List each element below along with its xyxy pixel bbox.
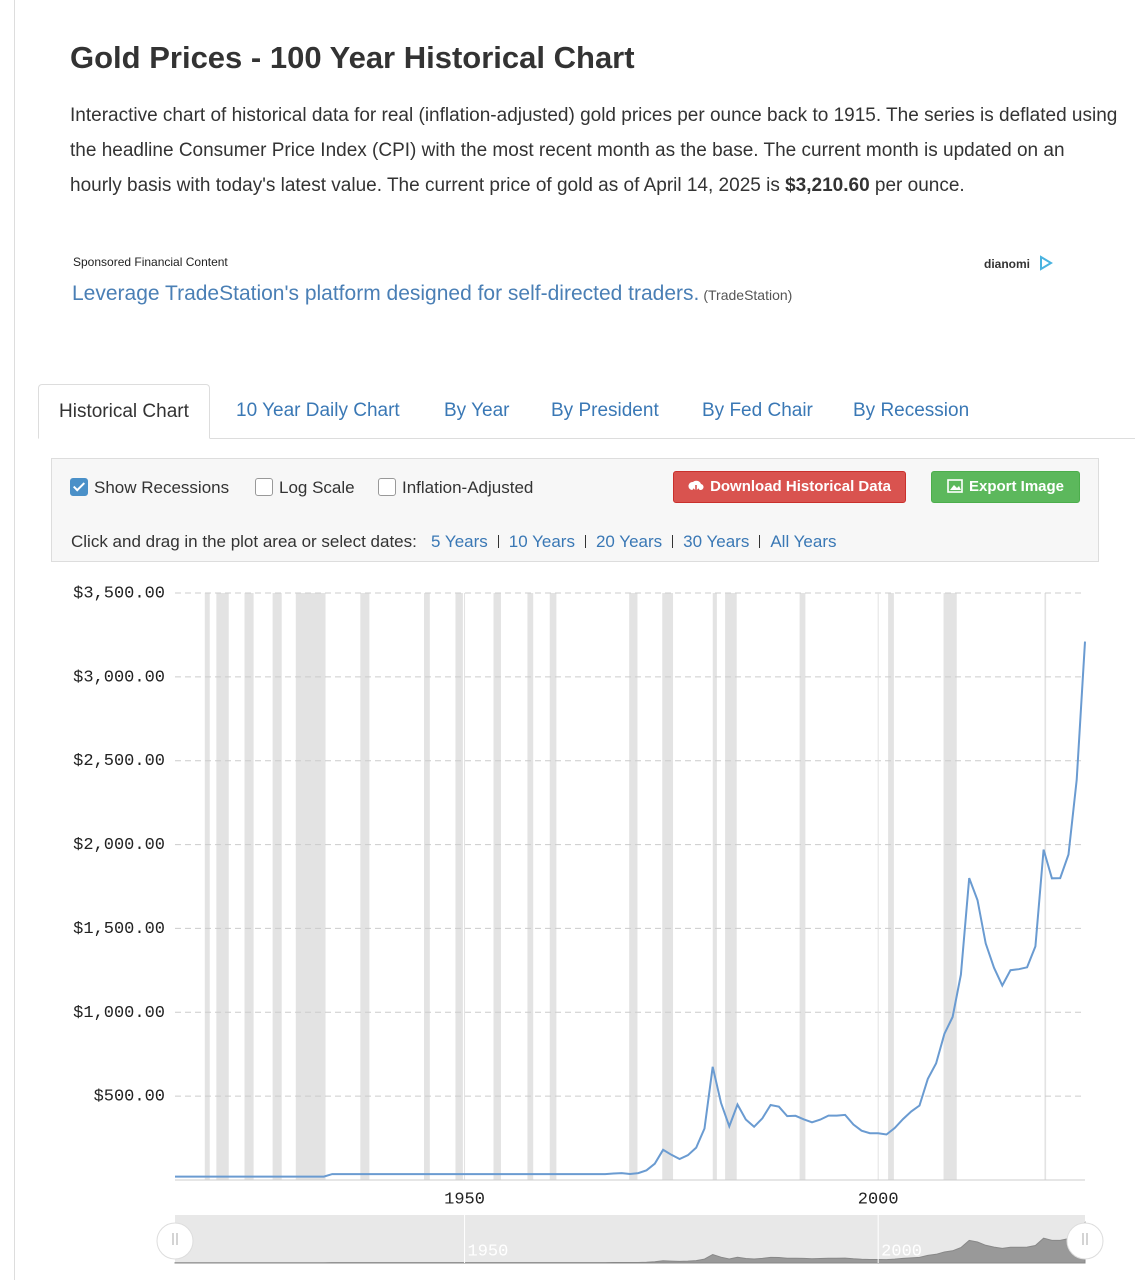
navigator-handle[interactable] xyxy=(156,1222,194,1260)
range-separator xyxy=(497,535,499,548)
recession-band xyxy=(424,593,430,1180)
current-price: $3,210.60 xyxy=(785,175,870,196)
tab[interactable]: By Year xyxy=(444,400,510,421)
control-panel: Download Historical Data Export Image Cl… xyxy=(51,458,1099,562)
recession-band xyxy=(216,593,229,1180)
tab[interactable]: Historical Chart xyxy=(38,384,210,439)
recession-band xyxy=(888,593,894,1180)
image-icon xyxy=(947,479,963,493)
tab[interactable]: By Fed Chair xyxy=(702,400,813,421)
sponsored-label: Sponsored Financial Content xyxy=(73,255,228,269)
export-button[interactable]: Export Image xyxy=(931,471,1080,503)
checkbox[interactable] xyxy=(255,478,273,496)
range-selector: Click and drag in the plot area or selec… xyxy=(71,532,837,552)
range-prompt: Click and drag in the plot area or selec… xyxy=(71,532,417,551)
cloud-icon xyxy=(688,480,704,494)
range-separator xyxy=(759,535,761,548)
navigator-handle-grip[interactable] xyxy=(1082,1233,1088,1245)
tab[interactable]: By Recession xyxy=(853,400,970,421)
chart: $500.00 $1,000.00 $1,500.00 $2,000.00 $2,500… xyxy=(73,584,1104,1264)
navigator-handle-grip[interactable] xyxy=(172,1233,178,1245)
recession-band xyxy=(455,593,463,1180)
recession-band xyxy=(272,593,282,1180)
tab[interactable]: 10 Year Daily Chart xyxy=(236,400,400,421)
range-link[interactable]: 20 Years xyxy=(595,532,663,551)
x-tick-label: 2000 xyxy=(858,1190,899,1209)
price-line xyxy=(175,641,1086,1178)
option-checkbox[interactable]: Log Scale xyxy=(255,478,355,498)
navigator-tick-label: 2000 xyxy=(881,1242,922,1261)
page-title: Gold Prices - 100 Year Historical Chart xyxy=(70,40,635,75)
recession-band xyxy=(712,593,717,1180)
download-button[interactable]: Download Historical Data xyxy=(673,471,906,503)
recession-band xyxy=(244,593,254,1180)
x-tick-label: 1950 xyxy=(444,1190,485,1209)
recession-band xyxy=(360,593,370,1180)
page-edge xyxy=(14,0,15,1280)
ad-source: (TradeStation) xyxy=(703,287,793,303)
ad-icon xyxy=(1040,255,1053,271)
range-link[interactable]: All Years xyxy=(770,532,837,551)
export-label[interactable]: Export Image xyxy=(968,478,1065,495)
y-tick-label: $500.00 xyxy=(94,1088,165,1107)
option-checkbox[interactable]: Show Recessions xyxy=(70,478,229,498)
recession-band xyxy=(662,593,674,1180)
ad-provider-name: dianomi xyxy=(984,257,1031,271)
description-text: per ounce. xyxy=(874,175,965,196)
y-tick-label: $1,500.00 xyxy=(73,920,165,939)
recession-band xyxy=(549,593,557,1180)
option-label[interactable]: Inflation-Adjusted xyxy=(402,478,534,497)
y-tick-label: $3,500.00 xyxy=(73,584,165,603)
range-separator xyxy=(672,535,674,548)
y-tick-label: $2,500.00 xyxy=(73,752,165,771)
range-link[interactable]: 30 Years xyxy=(683,532,750,551)
ad-provider: dianomi xyxy=(984,255,1053,271)
navigator-tick-label: 1950 xyxy=(468,1242,509,1261)
option-label[interactable]: Log Scale xyxy=(279,478,355,497)
download-label[interactable]: Download Historical Data xyxy=(710,478,891,495)
recession-band xyxy=(943,593,957,1180)
ad-link[interactable]: Leverage TradeStation's platform designe… xyxy=(72,282,792,306)
y-tick-label: $1,000.00 xyxy=(73,1004,165,1023)
description-text: Interactive chart of historical data for… xyxy=(70,105,1118,196)
recession-band xyxy=(493,593,501,1180)
tab[interactable]: By President xyxy=(551,400,659,421)
range-separator xyxy=(584,535,586,548)
description: Interactive chart of historical data for… xyxy=(70,98,1120,203)
checkbox[interactable] xyxy=(70,478,88,496)
navigator-area xyxy=(174,1221,1086,1264)
y-tick-label: $2,000.00 xyxy=(73,836,165,855)
option-label[interactable]: Show Recessions xyxy=(94,478,230,497)
recession-band xyxy=(629,593,638,1180)
recession-band xyxy=(725,593,737,1180)
range-link[interactable]: 10 Years xyxy=(508,532,575,551)
y-tick-label: $3,000.00 xyxy=(73,668,165,687)
recession-band xyxy=(1044,593,1047,1180)
option-checkbox[interactable]: Inflation-Adjusted xyxy=(378,478,533,498)
recession-band xyxy=(295,593,326,1180)
recession-band xyxy=(527,593,534,1180)
navigator-handle[interactable] xyxy=(1066,1222,1104,1260)
range-link[interactable]: 5 Years xyxy=(431,532,488,551)
ad-link-text[interactable]: Leverage TradeStation's platform designe… xyxy=(72,282,700,305)
recession-band xyxy=(204,593,210,1180)
tab-bar: Historical Chart 10 Year Daily Chart By Ye… xyxy=(38,384,1135,439)
recession-band xyxy=(799,593,806,1180)
checkbox[interactable] xyxy=(378,478,396,496)
